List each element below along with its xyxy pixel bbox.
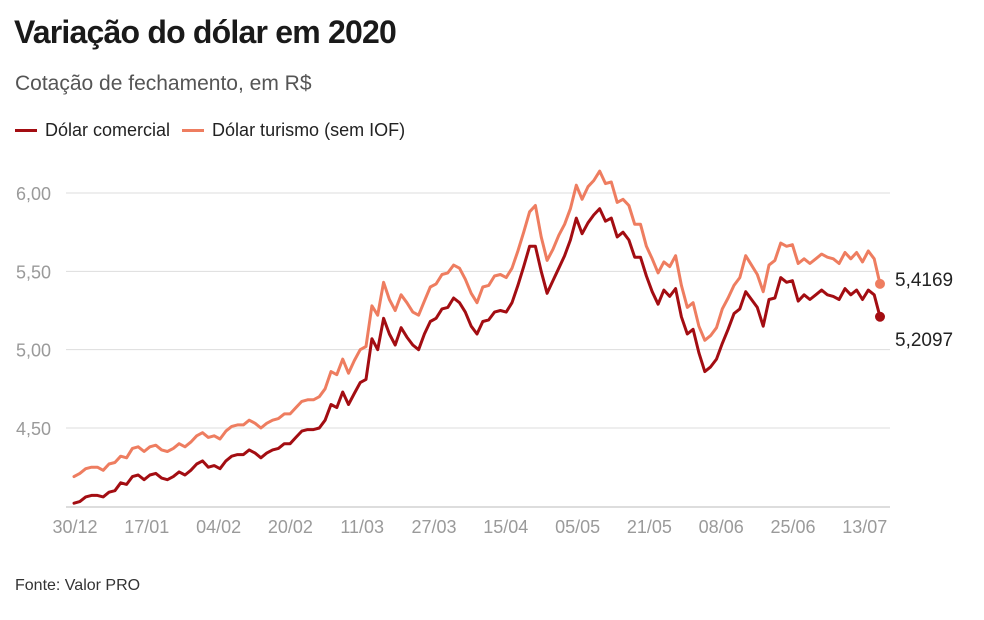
y-tick-label: 5,00 (16, 341, 51, 361)
x-tick-label: 11/03 (340, 517, 384, 537)
x-tick-label: 05/05 (555, 517, 600, 537)
x-tick-label: 30/12 (52, 517, 97, 537)
x-tick-label: 15/04 (483, 517, 528, 537)
x-tick-label: 04/02 (196, 517, 241, 537)
legend-swatch-comercial (15, 129, 37, 132)
source-note: Fonte: Valor PRO (15, 577, 141, 594)
end-label-comercial: 5,2097 (895, 330, 953, 351)
x-tick-label: 25/06 (770, 517, 815, 537)
series-line-turismo (72, 169, 882, 479)
legend-label-comercial: Dólar comercial (45, 120, 171, 140)
legend-swatch-turismo (182, 129, 205, 132)
x-tick-label: 27/03 (411, 517, 456, 537)
chart-title: Variação do dólar em 2020 (14, 14, 397, 50)
y-tick-label: 4,50 (16, 419, 51, 439)
chart-subtitle: Cotação de fechamento, em R$ (15, 72, 312, 95)
x-tick-label: 21/05 (627, 517, 672, 537)
chart-legend: Dólar comercial Dólar turismo (sem IOF) (15, 120, 417, 141)
legend-item-comercial: Dólar comercial (15, 120, 170, 141)
y-tick-label: 5,50 (16, 262, 51, 282)
series-line-comercial (72, 207, 882, 505)
x-tick-label: 08/06 (699, 517, 744, 537)
x-tick-label: 13/07 (842, 517, 887, 537)
y-tick-label: 6,00 (16, 184, 51, 204)
x-tick-label: 17/01 (124, 517, 169, 537)
end-label-turismo: 5,4169 (895, 270, 953, 291)
end-point-turismo (875, 278, 885, 289)
legend-item-turismo: Dólar turismo (sem IOF) (182, 120, 405, 141)
legend-label-turismo: Dólar turismo (sem IOF) (212, 120, 406, 140)
end-point-comercial (875, 311, 885, 322)
x-tick-label: 20/02 (268, 517, 313, 537)
